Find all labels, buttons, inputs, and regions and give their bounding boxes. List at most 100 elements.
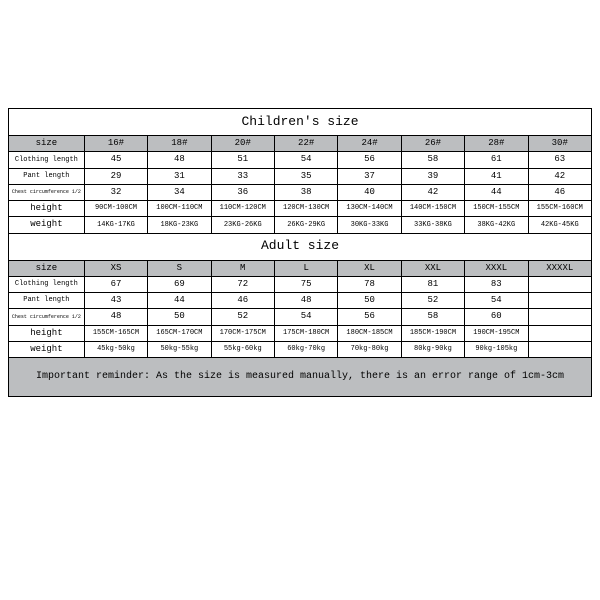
adult-cell: 45kg-50kg	[84, 341, 147, 357]
adult-cell: 54	[274, 309, 337, 325]
adult-title: Adult size	[9, 233, 592, 260]
adult-cell: 185CM-190CM	[401, 325, 464, 341]
adult-cell: 58	[401, 309, 464, 325]
children-row-label: Chest circumference 1/2	[9, 184, 85, 200]
adult-cell	[528, 325, 591, 341]
children-cell: 34	[148, 184, 211, 200]
adult-cell: 52	[211, 309, 274, 325]
children-cell: 30KG-33KG	[338, 217, 401, 233]
adult-cell: 180CM-185CM	[338, 325, 401, 341]
adult-cell: 60	[465, 309, 528, 325]
children-row-label: height	[9, 201, 85, 217]
adult-cell: XL	[338, 260, 401, 276]
adult-row-label: size	[9, 260, 85, 276]
adult-cell	[528, 276, 591, 292]
children-row-label: weight	[9, 217, 85, 233]
children-cell: 38	[274, 184, 337, 200]
adult-cell: 50	[148, 309, 211, 325]
children-cell: 28#	[465, 136, 528, 152]
adult-cell	[528, 293, 591, 309]
adult-cell: XXL	[401, 260, 464, 276]
children-cell: 24#	[338, 136, 401, 152]
adult-cell: 48	[84, 309, 147, 325]
children-cell: 18KG-23KG	[148, 217, 211, 233]
children-cell: 36	[211, 184, 274, 200]
children-cell: 58	[401, 152, 464, 168]
adult-cell: 70kg-80kg	[338, 341, 401, 357]
adult-cell: XS	[84, 260, 147, 276]
children-cell: 40	[338, 184, 401, 200]
adult-cell: M	[211, 260, 274, 276]
children-cell: 42	[528, 168, 591, 184]
children-cell: 150CM-155CM	[465, 201, 528, 217]
children-row-label: size	[9, 136, 85, 152]
children-cell: 42	[401, 184, 464, 200]
adult-cell: 56	[338, 309, 401, 325]
adult-cell: S	[148, 260, 211, 276]
children-cell: 45	[84, 152, 147, 168]
adult-cell: XXXXL	[528, 260, 591, 276]
children-cell: 22#	[274, 136, 337, 152]
children-cell: 20#	[211, 136, 274, 152]
size-chart-table: Children's sizesize16#18#20#22#24#26#28#…	[8, 108, 592, 397]
children-cell: 48	[148, 152, 211, 168]
children-cell: 39	[401, 168, 464, 184]
adult-cell: 52	[401, 293, 464, 309]
children-cell: 35	[274, 168, 337, 184]
children-cell: 63	[528, 152, 591, 168]
children-row-label: Pant length	[9, 168, 85, 184]
children-cell: 130CM-140CM	[338, 201, 401, 217]
children-cell: 51	[211, 152, 274, 168]
children-cell: 120CM-130CM	[274, 201, 337, 217]
adult-cell: 90kg-105kg	[465, 341, 528, 357]
children-cell: 33KG-38KG	[401, 217, 464, 233]
children-cell: 37	[338, 168, 401, 184]
adult-cell: 69	[148, 276, 211, 292]
adult-row-label: Clothing length	[9, 276, 85, 292]
children-cell: 16#	[84, 136, 147, 152]
adult-cell: 54	[465, 293, 528, 309]
children-cell: 26#	[401, 136, 464, 152]
children-cell: 18#	[148, 136, 211, 152]
adult-cell: 78	[338, 276, 401, 292]
adult-cell: 48	[274, 293, 337, 309]
children-cell: 38KG-42KG	[465, 217, 528, 233]
adult-cell: 75	[274, 276, 337, 292]
children-cell: 23KG-26KG	[211, 217, 274, 233]
children-cell: 140CM-150CM	[401, 201, 464, 217]
adult-cell: XXXL	[465, 260, 528, 276]
adult-row-label: Pant length	[9, 293, 85, 309]
adult-cell: 50	[338, 293, 401, 309]
children-cell: 46	[528, 184, 591, 200]
adult-cell: L	[274, 260, 337, 276]
adult-cell: 72	[211, 276, 274, 292]
adult-cell: 50kg-55kg	[148, 341, 211, 357]
adult-cell: 55kg-60kg	[211, 341, 274, 357]
children-cell: 42KG-45KG	[528, 217, 591, 233]
adult-cell	[528, 341, 591, 357]
adult-cell: 170CM-175CM	[211, 325, 274, 341]
adult-cell	[528, 309, 591, 325]
adult-cell: 165CM-170CM	[148, 325, 211, 341]
children-cell: 44	[465, 184, 528, 200]
children-cell: 31	[148, 168, 211, 184]
adult-row-label: height	[9, 325, 85, 341]
children-cell: 32	[84, 184, 147, 200]
children-cell: 14KG-17KG	[84, 217, 147, 233]
adult-cell: 80kg-90kg	[401, 341, 464, 357]
adult-cell: 60kg-70kg	[274, 341, 337, 357]
children-cell: 54	[274, 152, 337, 168]
reminder-text: Important reminder: As the size is measu…	[9, 358, 592, 397]
children-cell: 56	[338, 152, 401, 168]
adult-cell: 81	[401, 276, 464, 292]
adult-cell: 67	[84, 276, 147, 292]
adult-cell: 46	[211, 293, 274, 309]
children-cell: 100CM-110CM	[148, 201, 211, 217]
children-cell: 155CM-160CM	[528, 201, 591, 217]
adult-cell: 44	[148, 293, 211, 309]
adult-cell: 43	[84, 293, 147, 309]
children-cell: 33	[211, 168, 274, 184]
children-cell: 29	[84, 168, 147, 184]
children-cell: 26KG-29KG	[274, 217, 337, 233]
children-cell: 90CM-100CM	[84, 201, 147, 217]
